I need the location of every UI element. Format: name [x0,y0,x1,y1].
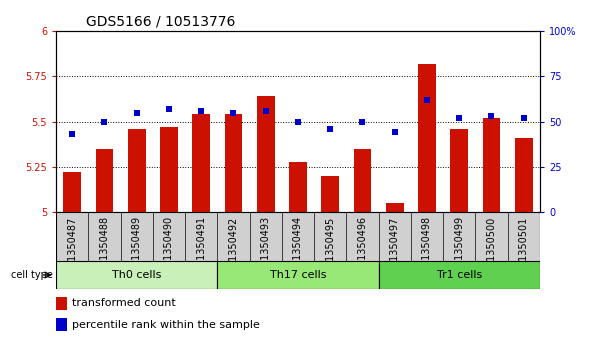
Text: GSM1350489: GSM1350489 [132,216,142,281]
Point [358,119,367,125]
Text: GSM1350487: GSM1350487 [67,216,77,282]
Bar [160,127,178,212]
Text: percentile rank within the sample: percentile rank within the sample [72,320,260,330]
Point [196,108,206,114]
Bar [217,261,379,289]
Text: GSM1350492: GSM1350492 [228,216,238,282]
Bar [56,297,67,310]
Text: GSM1350501: GSM1350501 [519,216,529,282]
Bar [450,129,468,212]
Bar [379,261,540,289]
Text: GSM1350498: GSM1350498 [422,216,432,281]
Point [519,115,529,121]
Point [390,130,399,135]
Point [422,97,432,103]
Text: cell type: cell type [11,270,53,280]
Bar [386,203,404,212]
Text: GSM1350496: GSM1350496 [358,216,368,281]
Bar [96,149,113,212]
Text: GSM1350500: GSM1350500 [487,216,496,282]
Text: Tr1 cells: Tr1 cells [437,270,482,280]
Bar [63,172,81,212]
Bar [322,176,339,212]
Text: GSM1350488: GSM1350488 [100,216,109,281]
Text: GSM1350497: GSM1350497 [390,216,399,282]
Bar [128,129,146,212]
Bar [353,149,371,212]
Bar [483,118,500,212]
Text: GDS5166 / 10513776: GDS5166 / 10513776 [86,15,235,29]
Point [67,131,77,137]
Point [132,110,142,115]
Bar [515,138,533,212]
Bar [56,261,217,289]
Text: transformed count: transformed count [72,298,176,308]
Bar [257,96,274,212]
Point [326,126,335,132]
Point [454,115,464,121]
Bar [56,318,67,331]
Text: GSM1350495: GSM1350495 [325,216,335,282]
Point [100,119,109,125]
Point [261,108,270,114]
Bar [418,64,436,212]
Text: Th17 cells: Th17 cells [270,270,326,280]
Point [229,110,238,115]
Text: GSM1350491: GSM1350491 [196,216,206,281]
Text: Th0 cells: Th0 cells [112,270,162,280]
Text: GSM1350494: GSM1350494 [293,216,303,281]
Point [164,106,173,112]
Point [487,113,496,119]
Bar [192,114,210,212]
Text: GSM1350499: GSM1350499 [454,216,464,281]
Text: GSM1350490: GSM1350490 [164,216,174,281]
Bar [289,162,307,212]
Point [293,119,303,125]
Text: GSM1350493: GSM1350493 [261,216,271,281]
Bar [225,114,242,212]
